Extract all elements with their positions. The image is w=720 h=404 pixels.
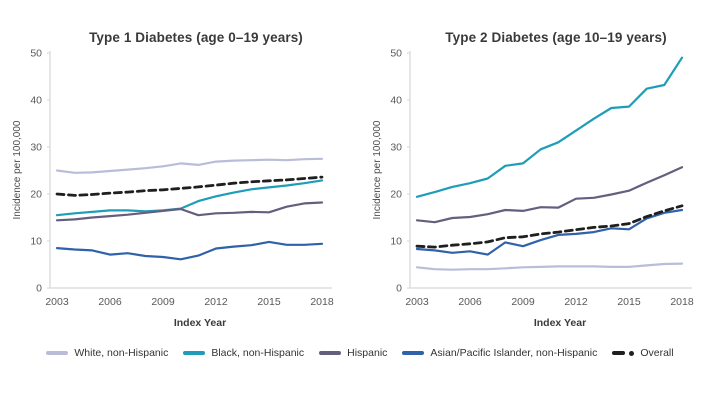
x-tick-label: 2003	[45, 296, 69, 308]
x-tick-label: 2006	[458, 296, 482, 308]
series-line-asian-pacific-islander-non-hispanic	[415, 208, 684, 256]
type2-x-axis-label: Index Year	[533, 317, 587, 329]
y-tick-label: 50	[30, 48, 42, 60]
x-tick-label: 2018	[670, 296, 694, 308]
type2-chart-panel: Type 2 Diabetes (age 10–19 years) Incide…	[360, 0, 720, 335]
series-line-white-non-hispanic	[415, 262, 684, 271]
legend-label: Asian/Pacific Islander, non-Hispanic	[430, 347, 598, 359]
type1-plot-area: 0 10 20 30 40 50 2003 2006 2009 2012 2015 2018	[30, 48, 334, 309]
type1-chart-title: Type 1 Diabetes (age 0–19 years)	[89, 30, 303, 45]
y-tick-label: 30	[390, 142, 402, 154]
legend-item-hispanic: Hispanic	[319, 347, 387, 359]
x-tick-label: 2009	[511, 296, 535, 308]
y-tick-label: 10	[30, 236, 42, 248]
type1-chart-panel: Type 1 Diabetes (age 0–19 years) Inciden…	[0, 0, 360, 335]
x-tick-label: 2012	[564, 296, 588, 308]
series-line-hispanic	[415, 166, 684, 224]
legend-item-asian-pacific-islander: Asian/Pacific Islander, non-Hispanic	[402, 347, 597, 359]
legend-label: White, non-Hispanic	[74, 347, 169, 359]
legend-item-white-non-hispanic: White, non-Hispanic	[46, 347, 168, 359]
x-tick-label: 2018	[310, 296, 334, 308]
y-tick-label: 0	[36, 283, 42, 295]
series-line-black-non-hispanic	[415, 56, 684, 198]
white-non-hispanic-line-swatch	[46, 351, 69, 355]
series-line-overall	[55, 175, 324, 197]
series-line-hispanic	[55, 201, 324, 222]
legend-label: Black, non-Hispanic	[211, 347, 305, 359]
x-tick-label: 2003	[405, 296, 429, 308]
overall-dash-dot-swatch	[612, 350, 635, 356]
type1-x-axis-label: Index Year	[173, 317, 227, 329]
y-tick-label: 40	[390, 95, 402, 107]
y-tick-label: 30	[30, 142, 42, 154]
legend-item-overall: Overall	[612, 347, 674, 359]
series-line-overall	[415, 204, 684, 249]
y-tick-label: 10	[390, 236, 402, 248]
legend-item-black-non-hispanic: Black, non-Hispanic	[183, 347, 304, 359]
x-tick-label: 2015	[617, 296, 641, 308]
type2-chart-title: Type 2 Diabetes (age 10–19 years)	[445, 30, 667, 45]
y-tick-label: 50	[390, 48, 402, 60]
series-line-black-non-hispanic	[55, 179, 324, 217]
y-tick-label: 40	[30, 95, 42, 107]
black-non-hispanic-line-swatch	[183, 351, 206, 355]
shared-legend: White, non-Hispanic Black, non-Hispanic …	[0, 347, 720, 359]
y-tick-label: 20	[30, 189, 42, 201]
y-tick-label: 0	[396, 283, 402, 295]
legend-label: Hispanic	[347, 347, 388, 359]
x-tick-label: 2009	[151, 296, 175, 308]
y-tick-label: 20	[390, 189, 402, 201]
x-tick-label: 2012	[204, 296, 228, 308]
series-line-white-non-hispanic	[55, 157, 324, 174]
x-tick-label: 2006	[98, 296, 122, 308]
x-tick-label: 2015	[257, 296, 281, 308]
asian-pacific-islander-line-swatch	[402, 351, 425, 355]
hispanic-line-swatch	[319, 351, 342, 355]
legend-label: Overall	[640, 347, 674, 359]
series-line-asian-pacific-islander-non-hispanic	[55, 240, 324, 261]
type2-plot-area: 0 10 20 30 40 50 2003 2006 2009 2012 2015 2018	[390, 48, 694, 309]
